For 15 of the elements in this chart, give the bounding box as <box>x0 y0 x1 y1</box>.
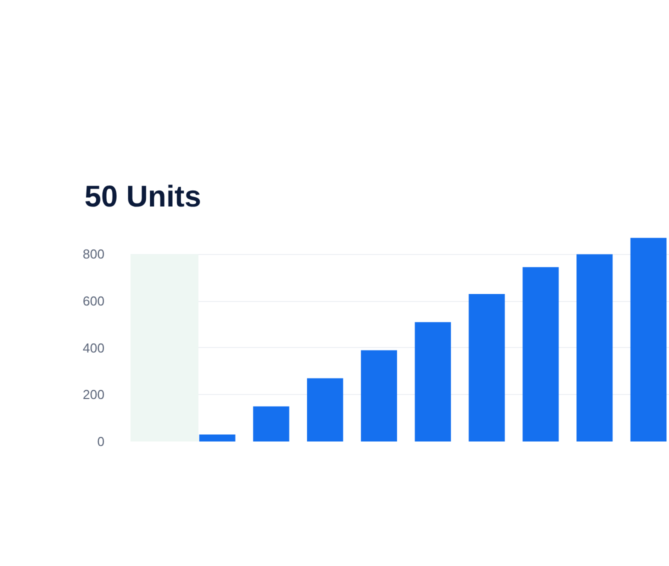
bar <box>414 322 451 442</box>
y-tick-label: 0 <box>97 434 105 449</box>
bar <box>576 254 613 442</box>
bar <box>307 378 344 442</box>
chart-title: 50 Units <box>84 180 202 214</box>
y-tick-label: 800 <box>82 246 105 262</box>
y-tick-label: 200 <box>82 387 105 402</box>
bar <box>468 294 505 442</box>
bar <box>253 406 290 442</box>
y-tick-label: 600 <box>82 294 105 309</box>
bar <box>630 238 667 442</box>
bar <box>199 434 236 442</box>
bar <box>360 350 398 442</box>
y-tick-label: 400 <box>82 340 105 356</box>
bar <box>522 267 559 442</box>
